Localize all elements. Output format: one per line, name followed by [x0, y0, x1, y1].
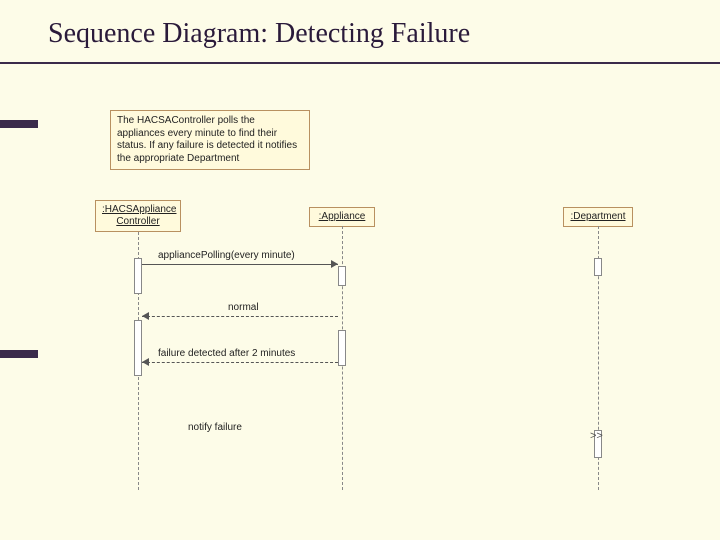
- arrow-head-icon: [142, 312, 149, 320]
- decor-stripe-1: [0, 120, 38, 128]
- lifeline-label: :Appliance: [319, 211, 366, 222]
- lifeline-label: :HACSAppliance: [102, 204, 176, 215]
- activation-bar: [338, 266, 346, 286]
- message-label: appliancePolling(every minute): [158, 250, 295, 261]
- message-label: notify failure: [188, 422, 242, 433]
- lifeline-label: Controller: [116, 216, 159, 227]
- lifeline-label: :Department: [570, 211, 625, 222]
- lifeline-header-appliance: :Appliance: [309, 207, 375, 227]
- activation-bar: [134, 320, 142, 376]
- activation-bar: [594, 258, 602, 276]
- decor-stripe-2: [0, 350, 38, 358]
- lifeline-header-controller: :HACSAppliance Controller: [95, 200, 181, 232]
- message-label: normal: [228, 302, 259, 313]
- lifeline-header-department: :Department: [563, 207, 633, 227]
- message-arrow: [142, 362, 338, 363]
- activation-bar: [338, 330, 346, 366]
- title-underline: [0, 62, 720, 64]
- arrow-head-icon: [142, 358, 149, 366]
- diagram-note: The HACSAController polls the appliances…: [110, 110, 310, 170]
- arrow-head-icon: >>: [590, 430, 603, 442]
- message-arrow: [142, 264, 338, 265]
- activation-bar: [134, 258, 142, 294]
- message-arrow: [142, 316, 338, 317]
- message-label: failure detected after 2 minutes: [158, 348, 295, 359]
- page-title: Sequence Diagram: Detecting Failure: [48, 18, 470, 50]
- arrow-head-icon: [331, 260, 338, 268]
